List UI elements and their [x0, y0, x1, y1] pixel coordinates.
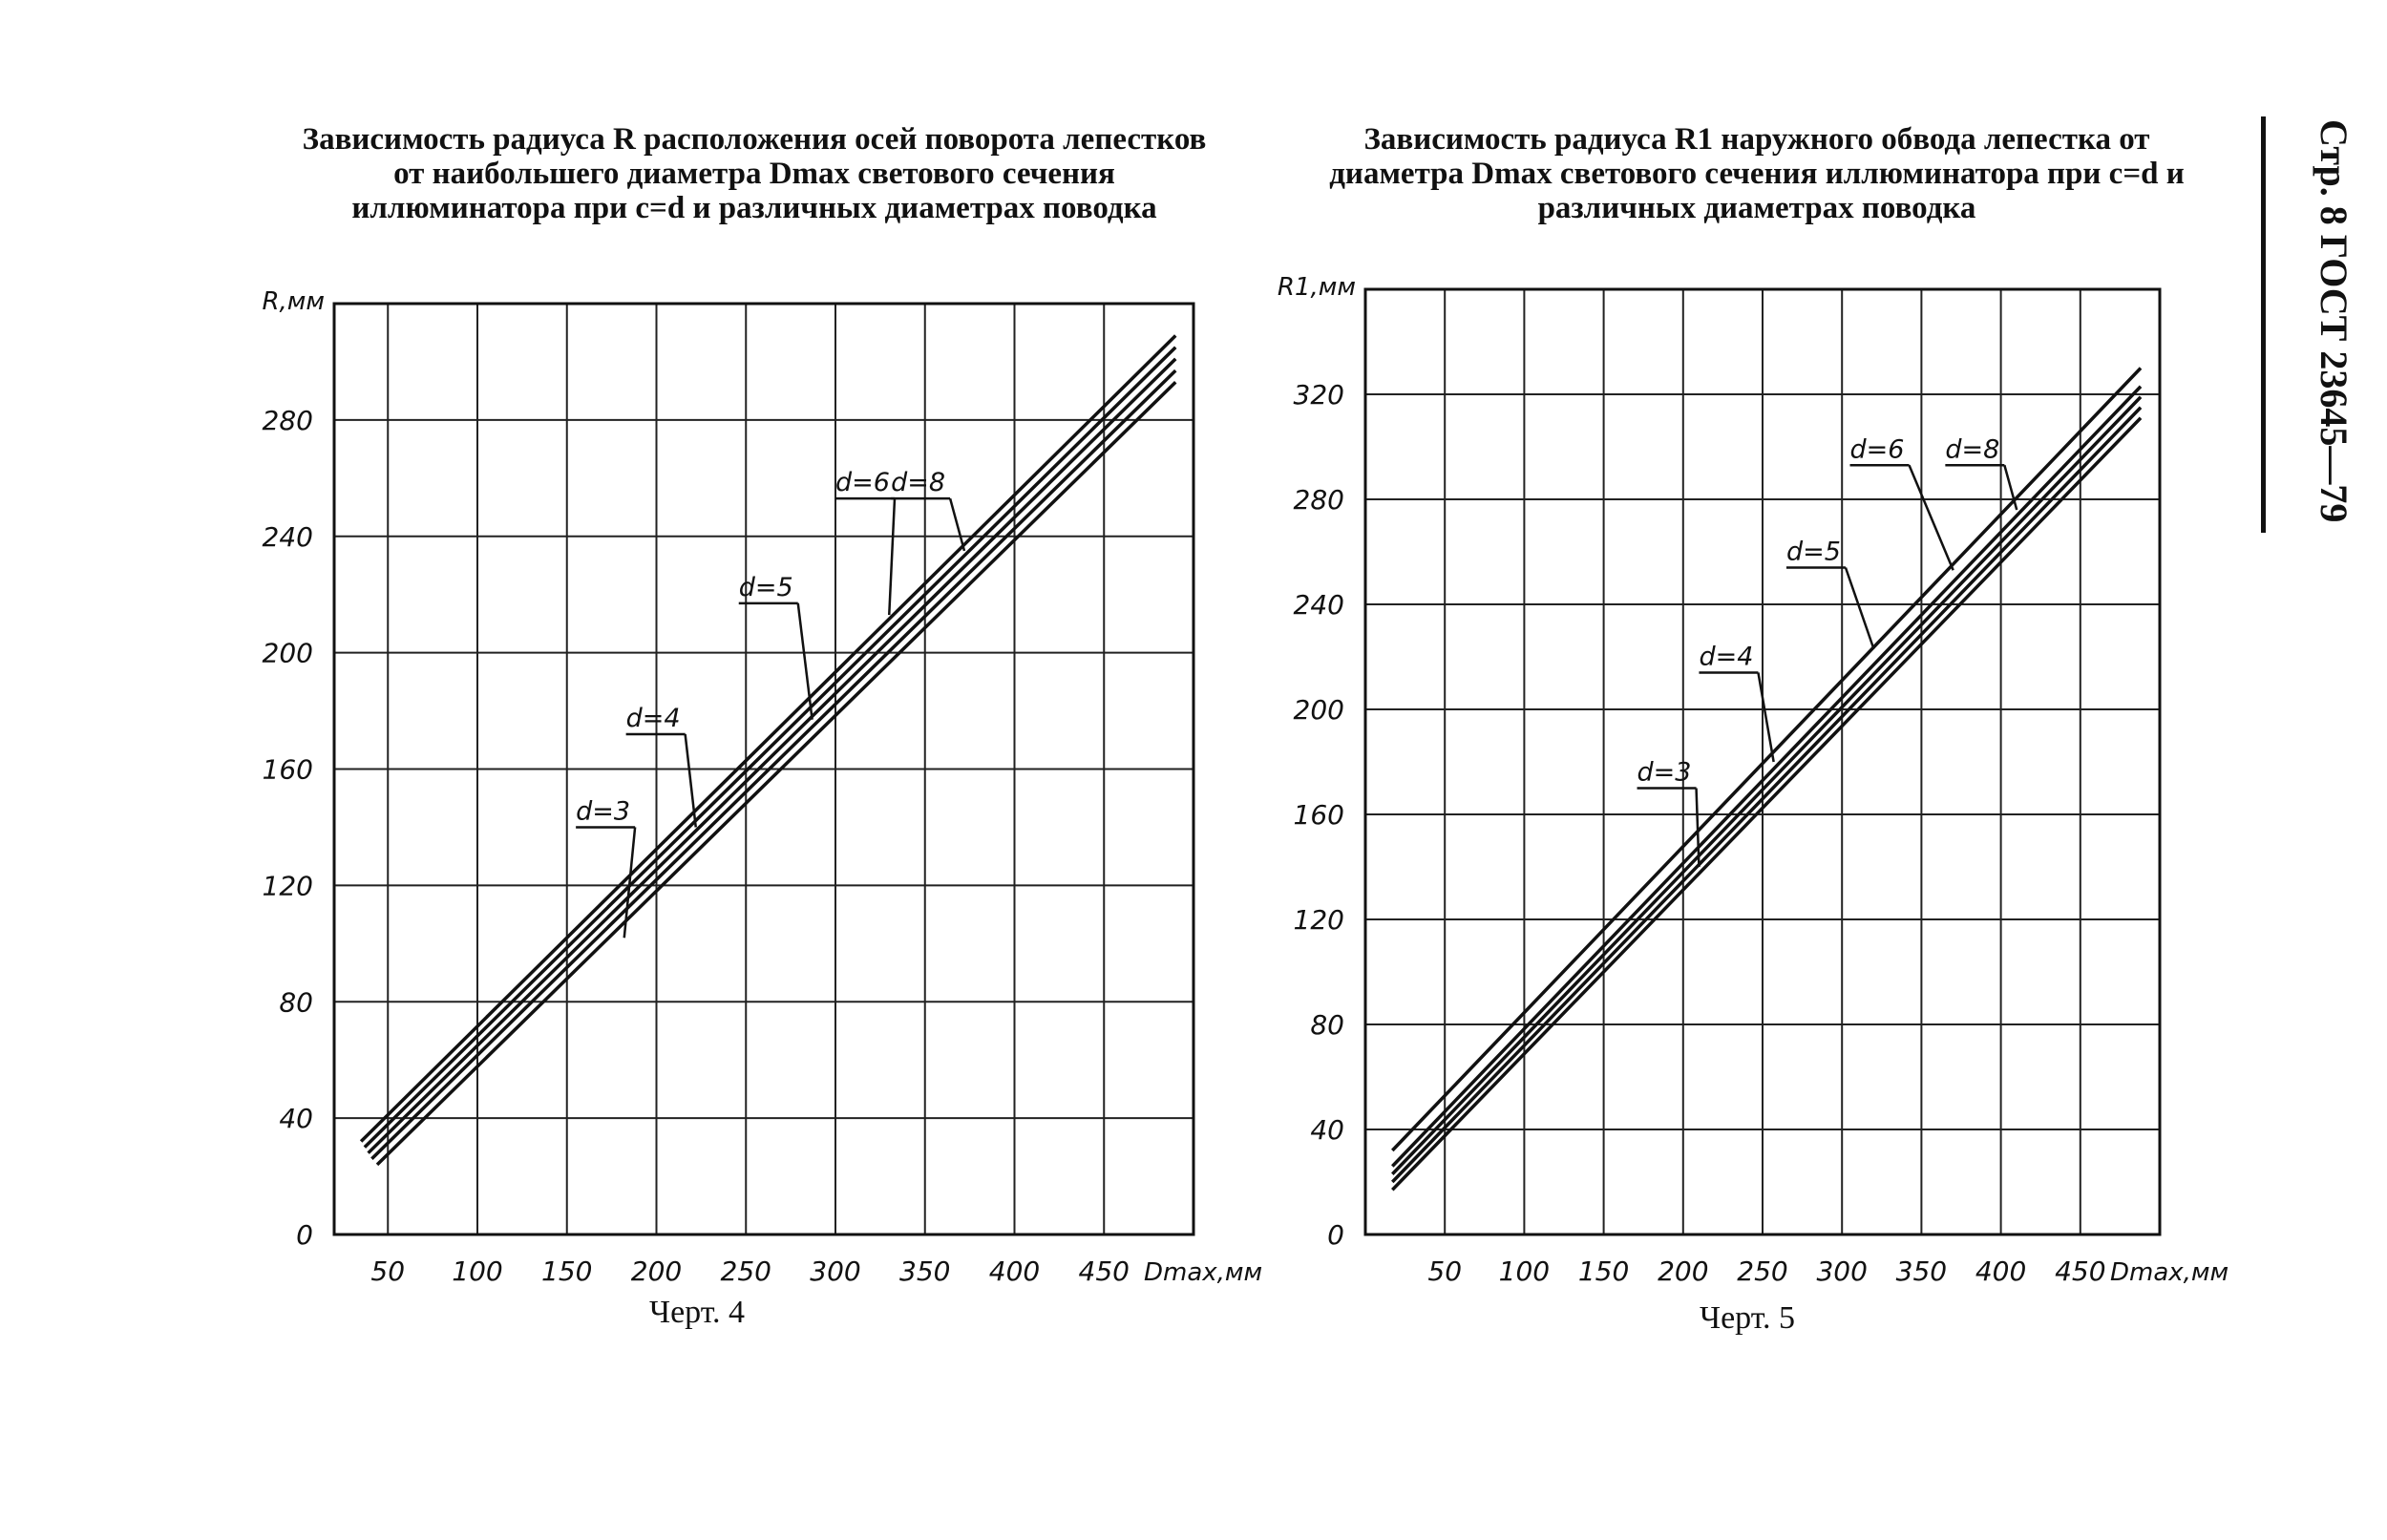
chart-caption-right: Черт. 5 [1699, 1300, 1796, 1336]
series-annotation-label: d=5 [739, 573, 793, 602]
y-tick-label: 80 [279, 986, 313, 1018]
side-rule [2261, 116, 2266, 533]
series-line [1391, 416, 2143, 1192]
y-tick-label: 280 [263, 405, 313, 436]
x-tick-label: 200 [1658, 1255, 1708, 1287]
x-tick-label: 50 [1427, 1255, 1462, 1287]
chart-left: 50 100 150 200 250 300 350 400 450 0 40 80 120 160 200… [262, 287, 1262, 1287]
y-tick-label: 120 [263, 870, 313, 901]
x-tick-label: 450 [2055, 1255, 2105, 1287]
x-tick-label: 350 [1896, 1255, 1947, 1287]
x-tick-label: 400 [989, 1255, 1040, 1287]
x-tick-label: 350 [899, 1255, 950, 1287]
y-tick-label: 0 [1327, 1219, 1344, 1251]
y-tick-label: 320 [1294, 379, 1344, 411]
series-line [1391, 406, 2143, 1184]
x-tick-label: 250 [721, 1255, 771, 1287]
x-tick-label: 200 [631, 1255, 682, 1287]
y-axis-label: R1,мм [1278, 273, 1356, 302]
y-tick-label: 280 [1294, 484, 1344, 516]
series-annotation-label: d=8 [1945, 434, 1999, 464]
plot-frame [332, 302, 1195, 1236]
x-tick-label: 300 [1816, 1255, 1867, 1287]
series-annotation-label: d=8 [891, 468, 945, 497]
y-tick-label: 200 [263, 638, 313, 669]
plot-frame [1363, 287, 2162, 1236]
series-annotation-label: d=4 [1699, 643, 1753, 672]
x-tick-label: 150 [1578, 1255, 1629, 1287]
x-tick-label: 50 [370, 1255, 405, 1287]
annotation-leader-line [623, 827, 637, 939]
x-tick-label: 100 [1499, 1255, 1550, 1287]
annotation-leader-line [2003, 464, 2018, 511]
x-tick-label: 400 [1975, 1255, 2026, 1287]
chart-caption-left: Черт. 4 [648, 1295, 746, 1330]
series-annotation-label: d=6 [1850, 434, 1905, 464]
series-line [370, 369, 1177, 1161]
series-annotation-label: d=4 [626, 704, 681, 733]
annotation-leader-line [796, 602, 813, 720]
y-tick-label: 0 [296, 1219, 313, 1251]
annotation-leader-line [684, 733, 697, 828]
x-axis-label: Dmax,мм [1144, 1258, 1262, 1287]
y-tick-label: 80 [1310, 1009, 1344, 1041]
series-line [363, 346, 1177, 1149]
annotation-leader-line [1695, 788, 1700, 868]
series-annotation-label: d=3 [576, 796, 630, 826]
y-tick-label: 120 [1294, 904, 1344, 936]
x-tick-label: 150 [541, 1255, 592, 1287]
series-line [375, 381, 1177, 1167]
series-annotation-label: d=3 [1637, 758, 1692, 788]
chart-title-left: Зависимость радиуса R расположения осей … [302, 122, 1207, 225]
x-tick-label: 300 [810, 1255, 860, 1287]
x-tick-label: 250 [1737, 1255, 1787, 1287]
x-axis-label: Dmax,мм [2110, 1258, 2229, 1287]
annotation-leader-line [1757, 672, 1775, 763]
series-line [359, 334, 1177, 1143]
y-tick-label: 160 [263, 754, 313, 786]
y-tick-label: 160 [1294, 799, 1344, 831]
y-tick-label: 200 [1294, 694, 1344, 726]
series-annotation-label: d=6 [835, 468, 890, 497]
y-axis-label: R,мм [262, 287, 325, 316]
x-tick-label: 450 [1079, 1255, 1130, 1287]
y-tick-label: 240 [263, 521, 313, 553]
y-tick-label: 40 [279, 1103, 313, 1134]
y-tick-label: 240 [1294, 589, 1344, 621]
series-line [1391, 367, 2143, 1152]
annotation-leader-line [1844, 567, 1875, 650]
annotation-leader-line [1908, 464, 1954, 571]
annotation-leader-line [888, 498, 897, 616]
y-tick-label: 40 [1310, 1114, 1344, 1146]
annotation-leader-line [948, 497, 966, 552]
series-line [367, 357, 1177, 1154]
series-line [1391, 385, 2143, 1168]
chart-right: 50 100 150 200 250 300 350 400 450 0 40 80 120 160 200… [1278, 273, 2229, 1287]
series-annotation-label: d=5 [1786, 538, 1841, 567]
series-line [1391, 395, 2143, 1175]
x-tick-label: 100 [452, 1255, 502, 1287]
chart-title-right: Зависимость радиуса R1 наружного обвода … [1329, 122, 2185, 225]
side-header: Стр. 8 ГОСТ 23645—79 [2313, 119, 2355, 523]
